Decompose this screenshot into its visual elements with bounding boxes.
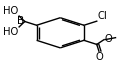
Text: B: B (17, 16, 24, 26)
Text: O: O (95, 52, 103, 62)
Text: HO: HO (3, 6, 19, 16)
Text: Cl: Cl (97, 11, 107, 21)
Text: HO: HO (3, 27, 19, 37)
Text: O: O (105, 34, 112, 44)
